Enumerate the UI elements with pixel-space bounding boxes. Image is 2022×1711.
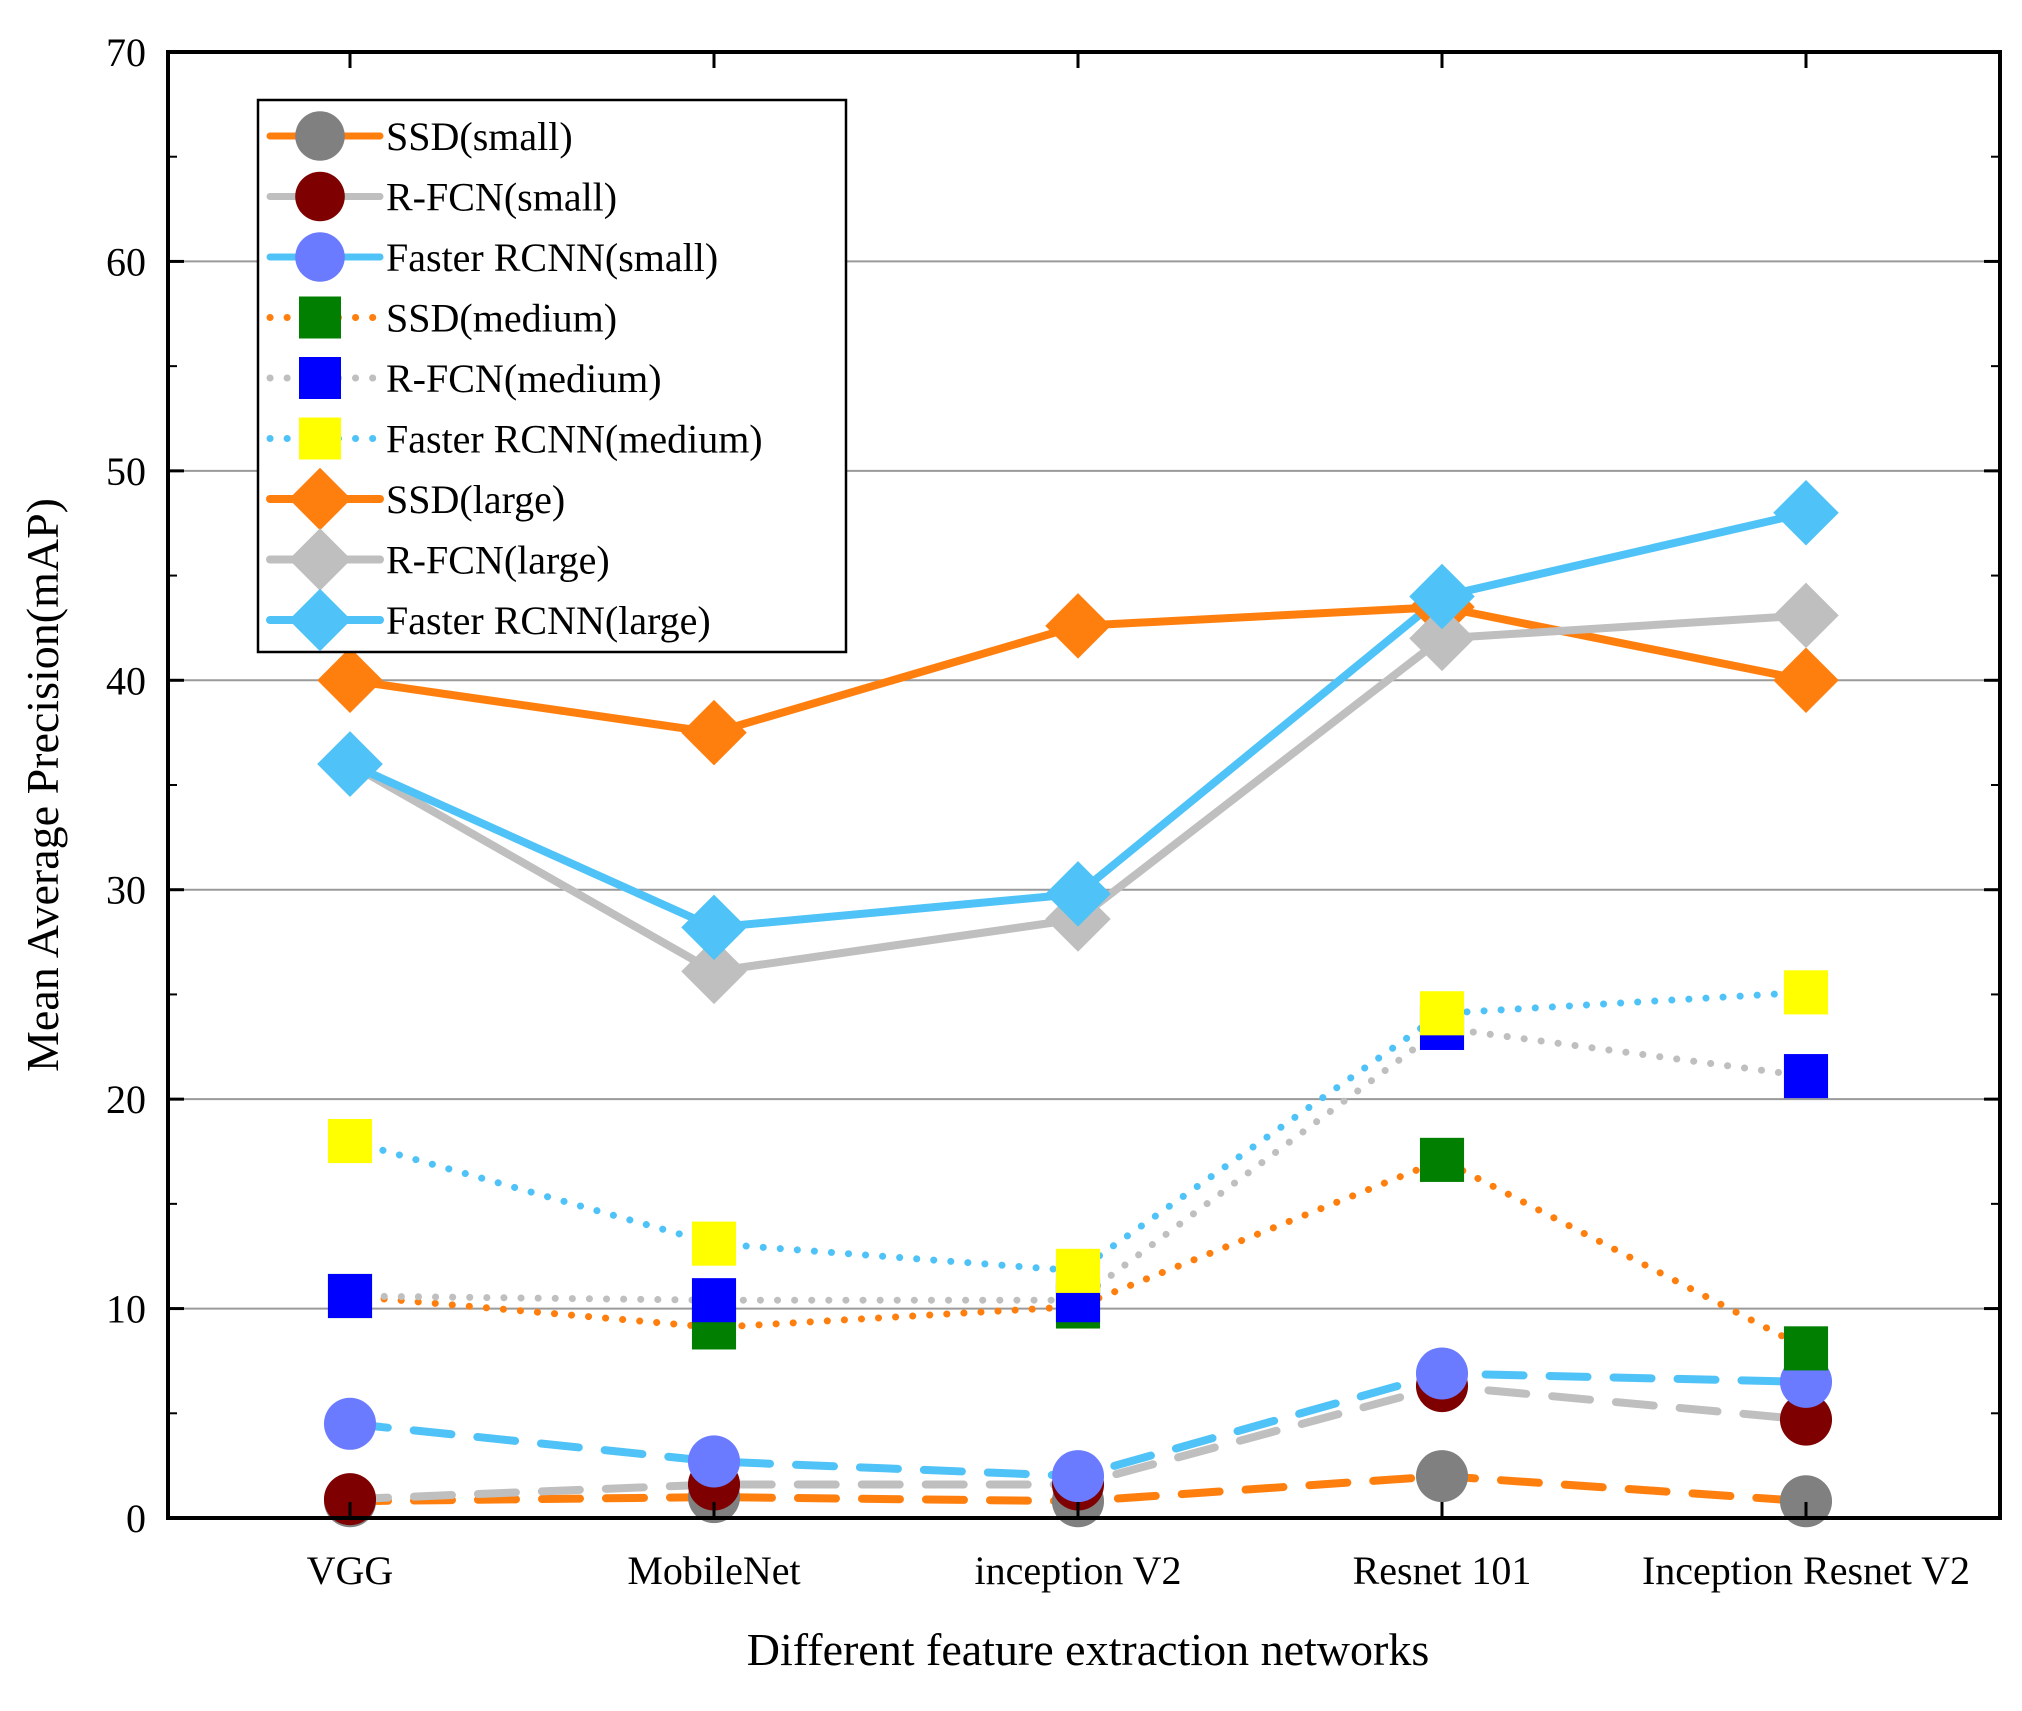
marker-faster-rcnn-medium-inception-v2 bbox=[1055, 1248, 1101, 1293]
legend: SSD(small) R-FCN(small) Faster RCNN(small)… bbox=[256, 98, 848, 654]
marker-faster-rcnn-small-inception-v2 bbox=[1051, 1450, 1105, 1503]
marker-r-fcn-small-inception-resnet-v2 bbox=[1779, 1393, 1833, 1446]
y-tick-label-40: 40 bbox=[106, 658, 146, 703]
x-tick-label-mobilenet: MobileNet bbox=[627, 1548, 800, 1593]
marker-faster-rcnn-small-vgg bbox=[323, 1397, 377, 1450]
x-tick-label-vgg: VGG bbox=[307, 1548, 394, 1593]
x-tick-label-inception-resnet-v2: Inception Resnet V2 bbox=[1642, 1548, 1970, 1593]
y-tick-label-50: 50 bbox=[106, 449, 146, 494]
marker-ssd-large-inception-resnet-v2 bbox=[1773, 647, 1839, 714]
legend-marker-faster-rcnn-medium bbox=[299, 417, 341, 460]
x-tick-label-resnet-101: Resnet 101 bbox=[1353, 1548, 1532, 1593]
y-axis-title: Mean Average Precision(mAP) bbox=[17, 498, 68, 1072]
marker-faster-rcnn-small-mobilenet bbox=[687, 1435, 741, 1488]
marker-r-fcn-large-resnet-101 bbox=[1409, 605, 1475, 672]
legend-label-r-fcn-small: R-FCN(small) bbox=[386, 175, 617, 220]
marker-faster-rcnn-large-inception-resnet-v2 bbox=[1773, 479, 1839, 546]
legend-label-r-fcn-large: R-FCN(large) bbox=[386, 538, 610, 583]
marker-faster-rcnn-large-resnet-101 bbox=[1409, 563, 1475, 630]
marker-faster-rcnn-small-resnet-101 bbox=[1415, 1347, 1469, 1400]
legend-marker-ssd-large bbox=[288, 467, 352, 531]
legend-label-faster-rcnn-small: Faster RCNN(small) bbox=[386, 235, 718, 280]
legend-marker-faster-rcnn-large bbox=[288, 588, 352, 652]
legend-label-ssd-medium: SSD(medium) bbox=[386, 296, 617, 341]
marker-r-fcn-large-inception-resnet-v2 bbox=[1773, 582, 1839, 649]
legend-marker-faster-rcnn-small bbox=[295, 232, 345, 282]
marker-faster-rcnn-large-inception-v2 bbox=[1045, 861, 1111, 927]
y-tick-label-20: 20 bbox=[106, 1077, 146, 1122]
marker-faster-rcnn-medium-resnet-101 bbox=[1419, 991, 1465, 1036]
plot-frame bbox=[166, 50, 2002, 1520]
marker-r-fcn-medium-inception-resnet-v2 bbox=[1783, 1054, 1829, 1099]
legend-marker-r-fcn-small bbox=[295, 171, 345, 222]
legend-label-ssd-small: SSD(small) bbox=[386, 114, 573, 159]
legend-marker-ssd-medium bbox=[299, 296, 341, 339]
y-tick-label-30: 30 bbox=[106, 868, 146, 913]
legend-marker-r-fcn-large bbox=[288, 528, 352, 591]
marker-r-fcn-large-mobilenet bbox=[681, 938, 747, 1005]
x-tick-label-inception-v2: inception V2 bbox=[974, 1548, 1181, 1593]
series-line-r-fcn-medium bbox=[346, 1024, 1810, 1304]
marker-r-fcn-small-vgg bbox=[323, 1473, 377, 1526]
marker-ssd-large-inception-v2 bbox=[1045, 593, 1111, 659]
legend-marker-ssd-small bbox=[295, 111, 345, 161]
legend-marker-r-fcn-medium bbox=[299, 357, 341, 399]
marker-faster-rcnn-medium-vgg bbox=[327, 1118, 373, 1164]
series-markers bbox=[317, 479, 1839, 1528]
marker-r-fcn-medium-mobilenet bbox=[691, 1278, 737, 1323]
legend-label-r-fcn-medium: R-FCN(medium) bbox=[386, 356, 662, 401]
marker-ssd-small-resnet-101 bbox=[1415, 1450, 1469, 1503]
marker-faster-rcnn-large-vgg bbox=[317, 731, 383, 797]
legend-label-faster-rcnn-large: Faster RCNN(large) bbox=[386, 598, 711, 643]
marker-ssd-medium-inception-resnet-v2 bbox=[1783, 1326, 1829, 1371]
marker-r-fcn-medium-vgg bbox=[327, 1273, 373, 1319]
y-tick-label-10: 10 bbox=[106, 1287, 146, 1332]
y-tick-label-60: 60 bbox=[106, 239, 146, 284]
legend-label-ssd-large: SSD(large) bbox=[386, 477, 565, 522]
marker-ssd-large-mobilenet bbox=[681, 699, 747, 766]
y-tick-label-0: 0 bbox=[126, 1496, 146, 1541]
marker-ssd-small-inception-resnet-v2 bbox=[1779, 1475, 1833, 1528]
axes: 0 10 20 30 40 50 60 70 VGG MobileNet inception V2 R… bbox=[106, 30, 2002, 1593]
legend-label-faster-rcnn-medium: Faster RCNN(medium) bbox=[386, 417, 763, 462]
x-axis-title: Different feature extraction networks bbox=[747, 1624, 1429, 1675]
marker-ssd-medium-resnet-101 bbox=[1419, 1137, 1465, 1182]
marker-faster-rcnn-large-mobilenet bbox=[681, 894, 747, 961]
y-tick-label-70: 70 bbox=[106, 30, 146, 75]
marker-faster-rcnn-medium-inception-resnet-v2 bbox=[1783, 970, 1829, 1015]
marker-faster-rcnn-medium-mobilenet bbox=[691, 1221, 737, 1266]
marker-ssd-large-vgg bbox=[317, 647, 383, 714]
